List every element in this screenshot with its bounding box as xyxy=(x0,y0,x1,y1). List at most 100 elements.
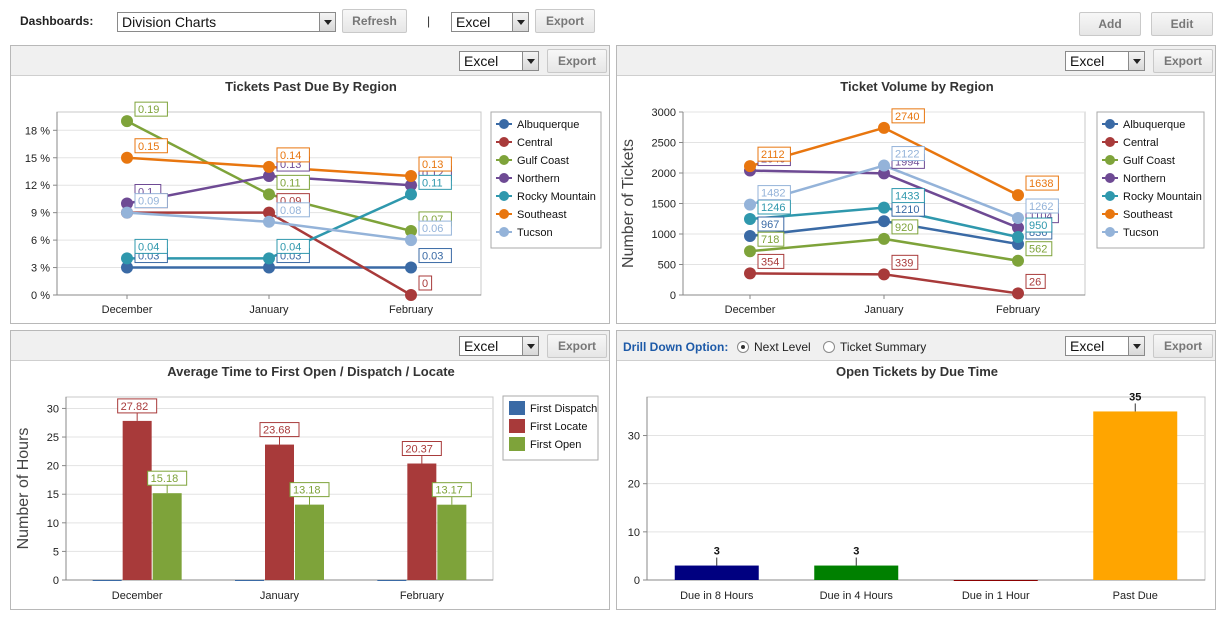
data-label: 950 xyxy=(1029,220,1047,232)
y-tick-label: 0 xyxy=(670,290,676,302)
data-point xyxy=(121,261,133,274)
x-tick-label: February xyxy=(400,590,445,602)
chevron-down-icon[interactable] xyxy=(319,13,335,31)
legend-marker xyxy=(499,227,509,237)
radio-unselected-icon[interactable] xyxy=(823,341,835,353)
data-label: 23.68 xyxy=(263,425,291,437)
data-label: 0.06 xyxy=(422,223,443,235)
chevron-down-icon[interactable] xyxy=(512,13,528,31)
data-label-box xyxy=(134,193,168,209)
data-point xyxy=(263,188,275,201)
data-point xyxy=(878,268,890,281)
legend-marker xyxy=(499,119,509,129)
legend-marker xyxy=(1105,173,1115,183)
data-label-box xyxy=(418,174,452,190)
panel-format-select[interactable]: Excel xyxy=(459,336,539,356)
refresh-button[interactable]: Refresh xyxy=(342,9,407,33)
y-tick-label: 15 xyxy=(47,489,59,501)
chevron-down-icon[interactable] xyxy=(522,52,538,70)
legend-label: Northern xyxy=(517,173,560,185)
legend-label: First Locate xyxy=(530,421,587,433)
drill-down-label: Drill Down Option: xyxy=(623,340,729,354)
export-button[interactable]: Export xyxy=(535,9,595,33)
radio-selected-icon[interactable] xyxy=(737,341,749,353)
data-label: 562 xyxy=(1029,244,1047,256)
chevron-down-icon[interactable] xyxy=(522,337,538,355)
data-label: 3 xyxy=(714,546,720,558)
x-tick-label: December xyxy=(725,304,776,316)
data-label-box xyxy=(757,231,785,247)
data-label: 0.03 xyxy=(280,251,301,263)
y-tick-label: 10 xyxy=(628,527,640,539)
panel-format-select[interactable]: Excel xyxy=(459,51,539,71)
bar xyxy=(953,580,1038,581)
data-point xyxy=(263,261,275,274)
y-tick-label: 9 % xyxy=(31,208,50,220)
legend-label: Northern xyxy=(1123,173,1166,185)
data-point xyxy=(744,198,756,211)
data-label-box xyxy=(147,470,188,486)
bar xyxy=(377,580,407,581)
bar xyxy=(437,504,467,580)
data-point xyxy=(263,160,275,173)
add-button[interactable]: Add xyxy=(1079,12,1141,36)
data-label: 967 xyxy=(761,219,779,231)
panel-export-button[interactable]: Export xyxy=(547,49,607,73)
y-axis-label: Number of Tickets xyxy=(620,139,637,268)
data-label: 0.08 xyxy=(280,205,301,217)
panel-format-select[interactable]: Excel xyxy=(1065,51,1145,71)
data-point xyxy=(744,212,756,225)
x-tick-label: Past Due xyxy=(1113,590,1158,602)
y-tick-label: 20 xyxy=(628,479,640,491)
data-label-box xyxy=(418,275,433,291)
data-label-box xyxy=(757,146,791,162)
panel-export-button[interactable]: Export xyxy=(1153,334,1213,358)
y-tick-label: 6 % xyxy=(31,235,50,247)
chevron-down-icon[interactable] xyxy=(1128,52,1144,70)
panel-format-select[interactable]: Excel xyxy=(1065,336,1145,356)
legend-marker xyxy=(499,191,509,201)
data-label: 35 xyxy=(1129,391,1141,403)
data-label-box xyxy=(1025,241,1053,257)
data-label-box xyxy=(276,174,310,190)
y-tick-label: 5 xyxy=(53,546,59,558)
y-tick-label: 500 xyxy=(658,260,676,272)
data-point xyxy=(744,230,756,243)
chevron-down-icon[interactable] xyxy=(1128,337,1144,355)
format-select[interactable]: Excel xyxy=(451,12,529,32)
radio-ticket-summary[interactable]: Ticket Summary xyxy=(823,340,926,354)
radio-next-level[interactable]: Next Level xyxy=(737,340,811,354)
data-point xyxy=(121,206,133,219)
data-point xyxy=(744,160,756,173)
panel-open-tickets: Drill Down Option: Next Level Ticket Sum… xyxy=(616,330,1216,610)
panel-export-button[interactable]: Export xyxy=(1153,49,1213,73)
data-point xyxy=(405,261,417,274)
data-point xyxy=(1012,231,1024,244)
data-label: 1210 xyxy=(895,204,919,216)
x-tick-label: Due in 4 Hours xyxy=(820,590,894,602)
y-tick-label: 20 xyxy=(47,461,59,473)
format-select-value: Excel xyxy=(456,14,491,30)
data-label-box xyxy=(418,248,452,264)
y-axis-label: Number of Hours xyxy=(15,428,32,550)
data-label: 20.37 xyxy=(405,444,433,456)
legend-marker xyxy=(1105,155,1115,165)
panel-export-button[interactable]: Export xyxy=(547,334,607,358)
legend-label: Tucson xyxy=(517,227,553,239)
toolbar-separator: | xyxy=(427,14,431,28)
data-label: 0.14 xyxy=(280,150,301,162)
data-label: 1638 xyxy=(1029,178,1053,190)
data-point xyxy=(405,179,417,192)
data-point xyxy=(1012,254,1024,267)
legend-swatch xyxy=(509,437,525,451)
edit-button[interactable]: Edit xyxy=(1151,12,1213,36)
data-label: 0.03 xyxy=(422,251,443,263)
dashboard-select[interactable]: Division Charts xyxy=(117,12,336,32)
data-label-box xyxy=(418,156,452,172)
legend-label: First Open xyxy=(530,439,581,451)
legend-marker xyxy=(1105,119,1115,129)
data-label-box xyxy=(117,398,158,414)
data-label-box xyxy=(1025,175,1059,191)
legend-box xyxy=(1096,111,1205,249)
y-tick-label: 30 xyxy=(47,403,59,415)
